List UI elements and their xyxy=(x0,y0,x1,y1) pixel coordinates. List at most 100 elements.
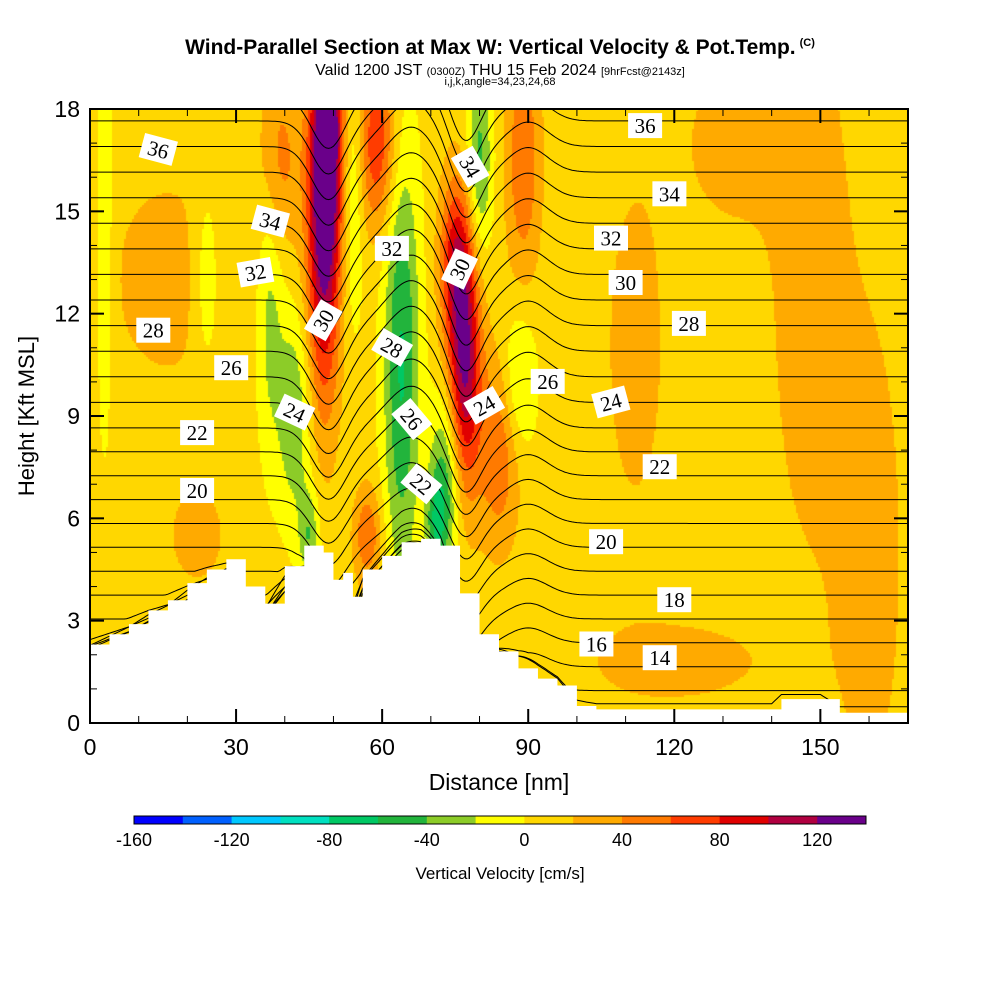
title-text: Wind-Parallel Section at Max W: Vertical… xyxy=(185,36,796,59)
contour-label-text: 36 xyxy=(635,114,656,138)
valid-utc: (0300Z) xyxy=(426,66,466,78)
contour-label-box xyxy=(530,368,565,394)
colorbar-swatch xyxy=(670,816,721,824)
contour-label: 28 xyxy=(671,310,706,336)
contour-label-box xyxy=(391,398,433,441)
contour-label: 14 xyxy=(642,645,677,671)
contour-label: 26 xyxy=(391,398,433,441)
contour-label: 16 xyxy=(579,631,614,657)
colorbar-swatch xyxy=(280,816,330,824)
contour-label: 34 xyxy=(250,204,290,238)
colorbar-tick-label: 80 xyxy=(710,830,730,850)
y-tick-label: 12 xyxy=(54,301,80,327)
colorbar-label: Vertical Velocity [cm/s] xyxy=(415,864,585,883)
contour-label-box xyxy=(400,463,443,505)
isentrope-line xyxy=(90,177,908,277)
contour-label-box xyxy=(371,328,414,367)
y-tick-label: 15 xyxy=(54,198,80,224)
colorbar-swatch xyxy=(475,816,525,824)
contour-label: 26 xyxy=(530,368,565,394)
contour-label-text: 22 xyxy=(649,455,670,479)
contour-label-box xyxy=(250,204,290,238)
valid-prefix: Valid 1200 JST xyxy=(315,62,423,79)
isentrope-line xyxy=(90,411,908,500)
colorbar-tick-label: -160 xyxy=(116,830,152,850)
contour-label: 30 xyxy=(608,270,643,295)
x-tick-label: 150 xyxy=(801,734,839,760)
chart-title: Wind-Parallel Section at Max W: Vertical… xyxy=(0,36,1000,60)
contour-label-box xyxy=(138,132,178,166)
contour-label-box xyxy=(303,299,343,342)
contour-label-text: 32 xyxy=(243,259,268,286)
colorbar-swatch xyxy=(134,816,184,824)
contour-label: 36 xyxy=(138,132,178,166)
isentrope-line xyxy=(90,487,908,566)
contour-label-text: 18 xyxy=(664,588,685,612)
contour-label-box xyxy=(608,270,643,295)
isentrope-line xyxy=(90,507,908,588)
contour-label-box xyxy=(642,645,677,671)
x-tick-label: 90 xyxy=(515,734,541,760)
y-tick-label: 18 xyxy=(54,96,80,122)
contour-label: 22 xyxy=(642,454,677,480)
contour-label-box xyxy=(579,631,614,657)
y-axis-label: Height [Kft MSL] xyxy=(14,336,39,496)
isentrope-line xyxy=(90,126,908,226)
contour-label-text: 28 xyxy=(678,312,699,336)
isentrope-line xyxy=(90,522,908,609)
contour-label-text: 28 xyxy=(143,319,164,343)
contour-label-box xyxy=(628,113,663,139)
isentrope-line xyxy=(90,385,908,478)
contour-label: 18 xyxy=(657,587,692,613)
terrain-mask xyxy=(90,538,908,723)
contour-label-box xyxy=(463,386,506,425)
colorbar-swatch xyxy=(426,816,477,824)
contour-label-box xyxy=(589,529,624,555)
valid-date: THU 15 Feb 2024 xyxy=(469,62,597,79)
contour-label-box xyxy=(180,420,215,446)
valid-time-line: Valid 1200 JST (0300Z) THU 15 Feb 2024 [… xyxy=(0,62,1000,80)
isentrope-line xyxy=(90,109,908,175)
colorbar-frame xyxy=(133,815,867,825)
colorbar-tick-label: -40 xyxy=(414,830,440,850)
colorbar-tick-label: 120 xyxy=(802,830,832,850)
contour-label: 20 xyxy=(589,529,624,555)
contour-label-text: 20 xyxy=(187,479,208,503)
y-tick-label: 6 xyxy=(67,505,80,531)
contour-label-box xyxy=(642,454,677,480)
contour-label: 36 xyxy=(628,113,663,139)
x-tick-label: 30 xyxy=(223,734,249,760)
contour-label-text: 30 xyxy=(615,271,636,295)
colorbar-swatch xyxy=(622,816,672,824)
contour-label: 32 xyxy=(374,235,409,261)
x-tick-label: 60 xyxy=(369,734,395,760)
isentrope-line xyxy=(90,152,908,252)
y-tick-label: 9 xyxy=(67,403,80,429)
contour-label-text: 22 xyxy=(187,421,208,445)
colorbar-swatch xyxy=(768,816,818,824)
contour-label: 20 xyxy=(180,478,215,503)
isentrope-line xyxy=(90,254,908,354)
contour-label: 24 xyxy=(591,385,631,419)
contour-label-text: 14 xyxy=(649,646,671,670)
contour-label-box xyxy=(180,478,215,503)
contour-label-text: 16 xyxy=(586,633,607,657)
colorbar-swatch xyxy=(182,816,233,824)
colorbar-swatch xyxy=(719,816,769,824)
y-tick-label: 0 xyxy=(67,710,80,736)
y-tick-label: 3 xyxy=(67,608,80,634)
contour-label-box xyxy=(236,256,275,288)
forecast-info: [9hrFcst@2143z] xyxy=(600,66,685,78)
x-axis-label: Distance [nm] xyxy=(429,769,570,795)
contour-label-text: 32 xyxy=(601,227,622,251)
contour-label-box xyxy=(591,385,631,419)
isentrope-line xyxy=(90,228,908,329)
x-tick-label: 120 xyxy=(655,734,693,760)
colorbar-swatch xyxy=(231,816,281,824)
contour-label: 32 xyxy=(236,256,275,288)
colorbar: -160 -120 -80 -40 0 40 80 120 xyxy=(116,815,867,850)
